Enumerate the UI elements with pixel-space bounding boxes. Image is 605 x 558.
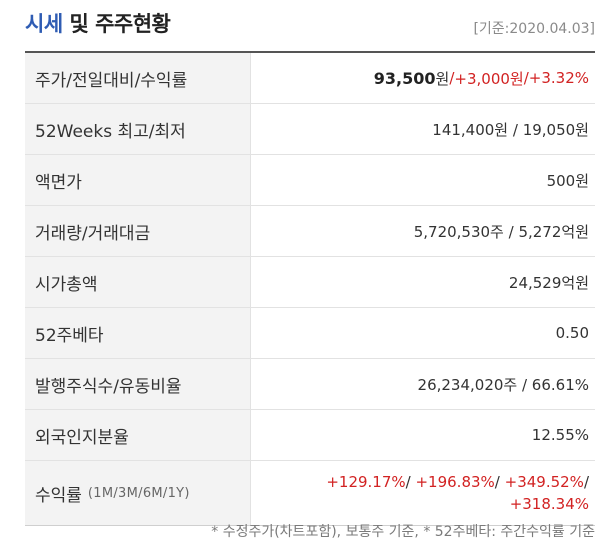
- returns-line-1: +129.17%/ +196.83%/ +349.52%/: [326, 471, 589, 493]
- price-change-pct: +3.32%: [528, 69, 589, 87]
- row-value: 141,400원 / 19,050원: [432, 120, 589, 139]
- row-value-price: 93,500 원 / +3,000원 / +3.32%: [251, 53, 595, 103]
- row-label: 주가/전일대비/수익률: [25, 53, 251, 103]
- separator: /: [494, 473, 505, 491]
- return-1m: +129.17%: [326, 473, 406, 491]
- table-row-price: 주가/전일대비/수익률 93,500 원 / +3,000원 / +3.32%: [25, 53, 595, 104]
- row-label: 액면가: [25, 155, 251, 205]
- row-value: 500원: [546, 171, 589, 190]
- row-label: 52주베타: [25, 308, 251, 358]
- row-value: 0.50: [555, 324, 589, 342]
- table-row-market-cap: 시가총액 24,529억원: [25, 257, 595, 308]
- returns-label-periods: (1M/3M/6M/1Y): [87, 485, 190, 501]
- row-value: 12.55%: [531, 426, 589, 444]
- row-value: 24,529억원: [508, 273, 589, 292]
- row-label: 거래량/거래대금: [25, 206, 251, 256]
- panel-header: 시세 및 주주현황 [기준:2020.04.03]: [25, 0, 595, 50]
- separator: /: [583, 473, 589, 491]
- reference-date: [기준:2020.04.03]: [473, 21, 595, 37]
- row-value: 5,720,530주 / 5,272억원: [413, 222, 589, 241]
- stock-info-table: 주가/전일대비/수익률 93,500 원 / +3,000원 / +3.32% 5…: [25, 51, 595, 526]
- panel-title: 시세 및 주주현황: [25, 8, 171, 38]
- table-row-52weeks: 52Weeks 최고/최저 141,400원 / 19,050원: [25, 104, 595, 155]
- separator: /: [449, 69, 455, 87]
- price-unit: 원: [435, 69, 450, 88]
- table-row-returns: 수익률 (1M/3M/6M/1Y) +129.17%/ +196.83%/ +34…: [25, 461, 595, 525]
- row-label: 발행주식수/유동비율: [25, 359, 251, 409]
- row-label: 시가총액: [25, 257, 251, 307]
- footnote: * 수정주가(차트포함), 보통주 기준, * 52주베타: 주간수익률 기준: [211, 524, 595, 540]
- table-row-par-value: 액면가 500원: [25, 155, 595, 206]
- separator: /: [405, 473, 416, 491]
- row-value: 26,234,020주 / 66.61%: [417, 375, 589, 394]
- panel-title-accent: 시세: [25, 12, 63, 36]
- table-row-beta: 52주베타 0.50: [25, 308, 595, 359]
- row-value-returns: +129.17%/ +196.83%/ +349.52%/ +318.34%: [251, 461, 595, 525]
- table-row-foreign-ownership: 외국인지분율 12.55%: [25, 410, 595, 461]
- current-price: 93,500: [373, 68, 436, 88]
- return-3m: +196.83%: [415, 473, 495, 491]
- table-row-volume: 거래량/거래대금 5,720,530주 / 5,272억원: [25, 206, 595, 257]
- row-label: 외국인지분율: [25, 410, 251, 460]
- panel-title-rest: 및 주주현황: [62, 12, 171, 36]
- price-change: +3,000원: [454, 69, 524, 88]
- returns-label: 수익률: [35, 485, 82, 506]
- row-label: 수익률 (1M/3M/6M/1Y): [25, 461, 251, 525]
- row-label: 52Weeks 최고/최저: [25, 104, 251, 154]
- return-6m: +349.52%: [504, 473, 584, 491]
- returns-line-2: +318.34%: [510, 493, 589, 515]
- separator: /: [523, 69, 529, 87]
- return-1y: +318.34%: [509, 495, 589, 513]
- table-row-shares: 발행주식수/유동비율 26,234,020주 / 66.61%: [25, 359, 595, 410]
